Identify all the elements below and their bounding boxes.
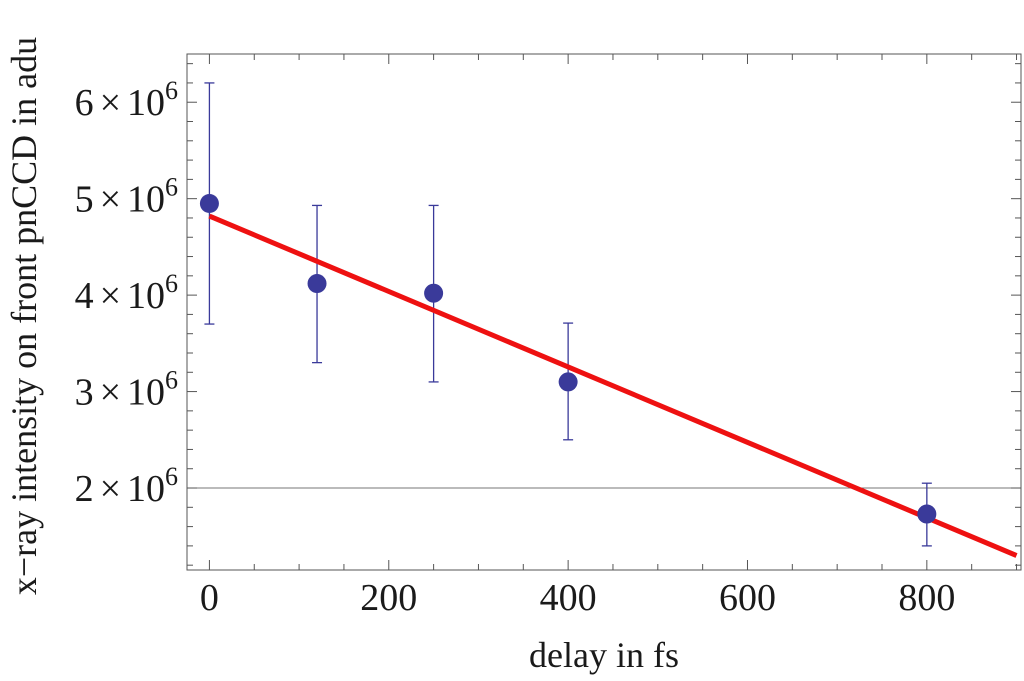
data-point bbox=[424, 283, 444, 303]
data-point bbox=[307, 274, 327, 294]
y-tick-base: 10 bbox=[127, 275, 165, 317]
y-tick-mantissa: 3 bbox=[75, 372, 94, 414]
data-point bbox=[917, 504, 937, 524]
data-point bbox=[558, 372, 578, 392]
data-points bbox=[199, 193, 937, 524]
fit-line-layer bbox=[208, 213, 1018, 558]
x-tick-label: 400 bbox=[540, 577, 597, 619]
x-tick-label: 200 bbox=[360, 577, 417, 619]
y-tick-label: 4 × 106 bbox=[75, 269, 178, 317]
y-tick-exponent: 6 bbox=[165, 462, 178, 491]
y-tick-label: 3 × 106 bbox=[75, 366, 178, 414]
y-tick-mantissa: 5 bbox=[75, 179, 94, 221]
y-tick-label: 2 × 106 bbox=[75, 462, 178, 510]
y-tick-exponent: 6 bbox=[165, 173, 178, 202]
y-tick-base: 10 bbox=[127, 372, 165, 414]
y-tick-label: 5 × 106 bbox=[75, 173, 178, 221]
y-tick-times: × bbox=[100, 468, 121, 510]
x-tick-label: 0 bbox=[200, 577, 219, 619]
y-tick-times: × bbox=[100, 275, 121, 317]
y-tick-mantissa: 2 bbox=[75, 468, 94, 510]
x-tick-label: 800 bbox=[898, 577, 955, 619]
y-tick-base: 10 bbox=[127, 468, 165, 510]
y-tick-base: 10 bbox=[127, 179, 165, 221]
y-tick-times: × bbox=[100, 82, 121, 124]
y-tick-exponent: 6 bbox=[165, 76, 178, 105]
axis-ticks bbox=[187, 54, 1021, 570]
y-tick-exponent: 6 bbox=[165, 269, 178, 298]
y-tick-times: × bbox=[100, 179, 121, 221]
data-point bbox=[199, 193, 219, 213]
y-tick-mantissa: 4 bbox=[75, 275, 94, 317]
x-axis-label: delay in fs bbox=[529, 635, 679, 675]
y-tick-exponent: 6 bbox=[165, 366, 178, 395]
fit-line bbox=[208, 213, 1018, 558]
y-tick-base: 10 bbox=[127, 82, 165, 124]
plot-frame bbox=[186, 53, 1022, 571]
y-tick-label: 6 × 106 bbox=[75, 76, 178, 124]
y-tick-mantissa: 6 bbox=[75, 82, 94, 124]
x-tick-label: 600 bbox=[719, 577, 776, 619]
y-axis-label: x−ray intensity on front pnCCD in adu bbox=[4, 37, 44, 595]
y-tick-times: × bbox=[100, 372, 121, 414]
